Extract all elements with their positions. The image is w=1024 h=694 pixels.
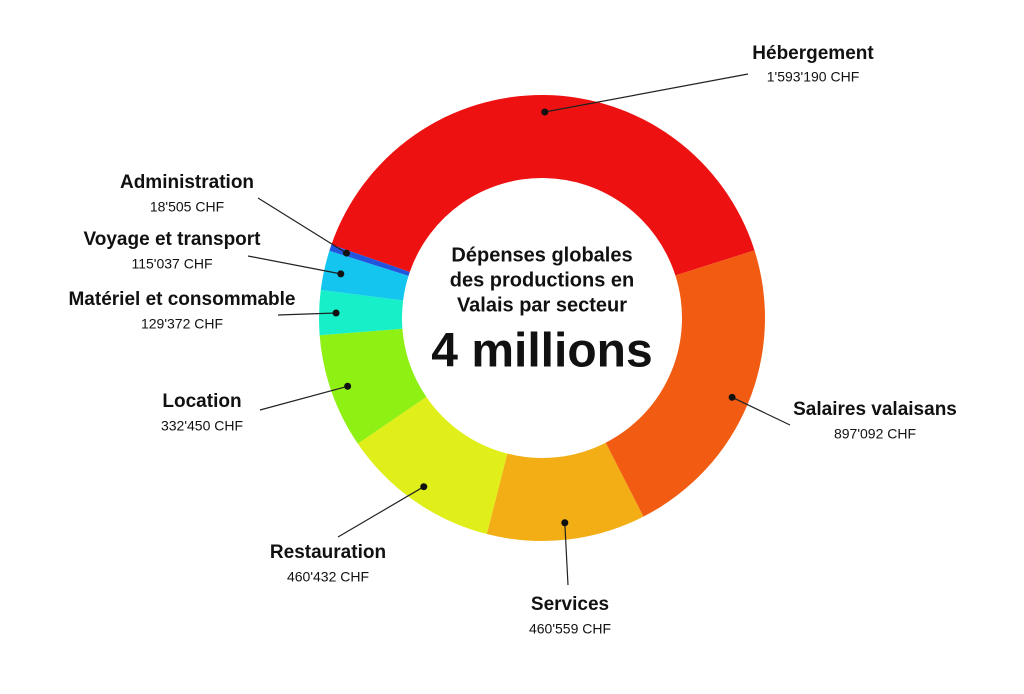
center-text: Valais par secteur bbox=[457, 294, 627, 316]
leader-line bbox=[544, 73, 749, 113]
label-value: 460'432 CHF bbox=[287, 569, 369, 585]
label-value: 115'037 CHF bbox=[131, 256, 212, 272]
leader-line bbox=[259, 385, 348, 411]
label-name: Hébergement bbox=[752, 43, 874, 64]
leader-line bbox=[247, 255, 341, 275]
label-value: 332'450 CHF bbox=[161, 418, 243, 434]
donut-segment bbox=[319, 328, 427, 444]
donut-segment bbox=[486, 442, 644, 541]
label-name: Salaires valaisans bbox=[793, 399, 957, 420]
leader-line bbox=[277, 312, 337, 316]
donut-segment bbox=[320, 250, 409, 301]
leader-dot bbox=[332, 309, 340, 317]
leader-dot bbox=[420, 483, 428, 491]
center-label: 4 millions bbox=[431, 325, 652, 378]
leader-line bbox=[731, 396, 791, 426]
donut-segment bbox=[331, 95, 755, 276]
label-name: Administration bbox=[120, 172, 254, 193]
leader-line bbox=[257, 197, 347, 254]
label-name: Voyage et transport bbox=[83, 229, 261, 250]
leader-dot bbox=[541, 108, 549, 116]
label-name: Location bbox=[162, 391, 241, 412]
donut-segment bbox=[319, 290, 404, 336]
label-name: Restauration bbox=[270, 542, 386, 563]
leader-dot bbox=[728, 393, 736, 401]
label-value: 18'505 CHF bbox=[150, 199, 224, 215]
leader-line bbox=[337, 486, 425, 538]
leader-line bbox=[564, 522, 569, 586]
leader-dot bbox=[344, 382, 352, 390]
donut-segment bbox=[357, 396, 508, 535]
label-name: Matériel et consommable bbox=[68, 289, 295, 310]
center-text: des productions en bbox=[450, 269, 634, 291]
leader-dot bbox=[342, 249, 350, 257]
leader-dot bbox=[337, 270, 345, 278]
label-value: 1'593'190 CHF bbox=[767, 69, 860, 85]
center-text: Dépenses globales bbox=[451, 244, 632, 266]
donut-segment bbox=[605, 250, 765, 517]
label-name: Services bbox=[531, 594, 609, 615]
label-value: 129'372 CHF bbox=[141, 316, 223, 332]
label-value: 460'559 CHF bbox=[529, 621, 611, 637]
leader-dot bbox=[561, 519, 569, 527]
label-value: 897'092 CHF bbox=[834, 426, 916, 442]
